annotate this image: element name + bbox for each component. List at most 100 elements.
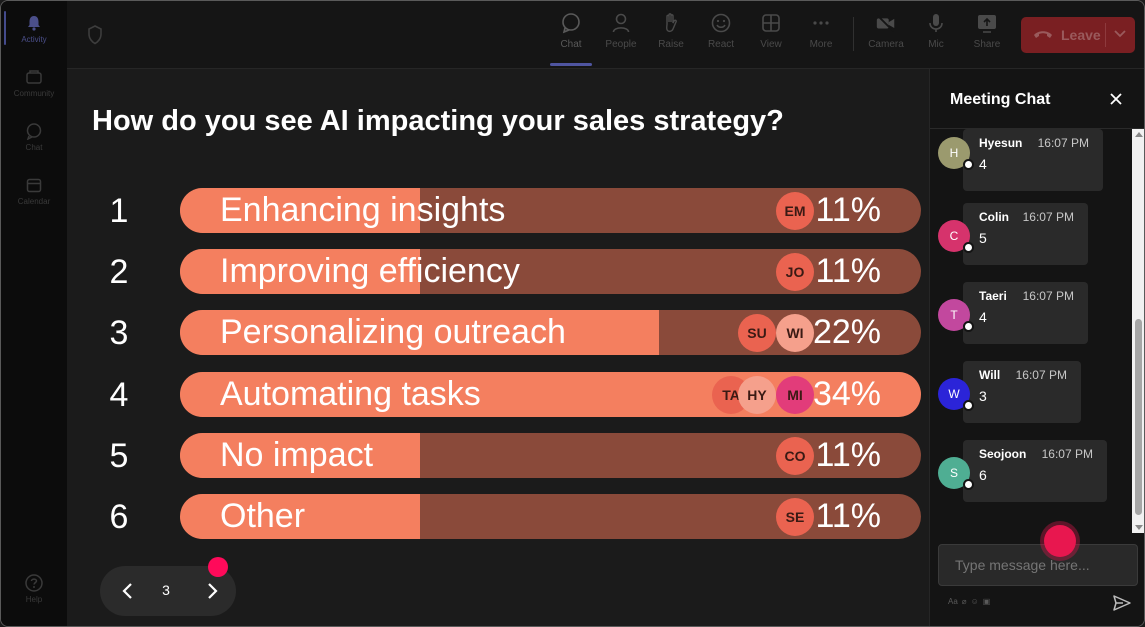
- presence-status-icon: [963, 321, 974, 332]
- pointer-indicator: [208, 557, 228, 577]
- toolbar-mic-button[interactable]: Mic: [914, 11, 958, 50]
- bell-icon: [24, 13, 44, 33]
- poll-question: How do you see AI impacting your sales s…: [92, 105, 784, 137]
- rail-item-activity[interactable]: Activity: [1, 13, 67, 44]
- poll-option-row: 5 No impact CO 11%: [67, 433, 929, 479]
- option-bar[interactable]: Other SE 11%: [180, 494, 921, 539]
- chat-format-tools: Aa ⌀ ☺ ▣: [948, 597, 990, 606]
- close-icon[interactable]: [1108, 91, 1124, 112]
- smile-icon: [710, 11, 732, 35]
- voter-avatar: EM: [776, 192, 814, 230]
- option-number: 4: [109, 376, 129, 414]
- toolbar-people-button[interactable]: People: [599, 11, 643, 50]
- chat-title: Meeting Chat: [950, 91, 1051, 108]
- rail-item-calendar[interactable]: Calendar: [1, 175, 67, 206]
- poll-option-row: 3 Personalizing outreach WI SU 22%: [67, 310, 929, 356]
- option-bar[interactable]: Improving efficiency JO 11%: [180, 249, 921, 294]
- voter-avatar: CO: [776, 437, 814, 475]
- poll-stage: How do you see AI impacting your sales s…: [67, 69, 929, 626]
- option-number: 3: [109, 314, 129, 352]
- voter-avatar: MI: [776, 376, 814, 414]
- rail-item-community[interactable]: Community: [1, 67, 67, 98]
- message-time: 16:07 PM: [1015, 368, 1067, 382]
- leave-label: Leave: [1061, 27, 1101, 43]
- option-percentage: 22%: [812, 313, 881, 351]
- chat-message: Taeri 16:07 PM 4 T: [930, 282, 1130, 344]
- chat-message-input[interactable]: [938, 544, 1138, 586]
- phone-hangup-icon: [1033, 27, 1053, 43]
- scroll-up-icon[interactable]: [1135, 132, 1143, 137]
- message-text: 3: [979, 388, 987, 404]
- shield-icon: [87, 25, 103, 50]
- message-bubble: Taeri 16:07 PM 4: [963, 282, 1088, 344]
- option-bar[interactable]: No impact CO 11%: [180, 433, 921, 478]
- toolbar-label: People: [605, 39, 637, 50]
- rail-item-help[interactable]: Help: [1, 573, 67, 604]
- message-time: 16:07 PM: [1041, 447, 1093, 461]
- toolbar-more-button[interactable]: More: [799, 11, 843, 50]
- chat-message-list: Hyesun 16:07 PM 4 H Colin 16:07 PM 5 C Taeri 16:0…: [930, 129, 1130, 533]
- toolbar-chat-button[interactable]: Chat: [549, 11, 593, 50]
- attach-icon[interactable]: ⌀: [961, 597, 967, 606]
- scrollbar-thumb[interactable]: [1135, 319, 1142, 515]
- grid-icon: [760, 11, 782, 35]
- chevron-down-icon[interactable]: [1113, 26, 1127, 43]
- voter-avatar: SU: [738, 314, 776, 352]
- toolbar-react-button[interactable]: React: [699, 11, 743, 50]
- app-rail: Activity Community Chat Calendar Help: [1, 1, 67, 626]
- poll-option-row: 6 Other SE 11%: [67, 494, 929, 540]
- toolbar-camera-button[interactable]: Camera: [864, 11, 908, 50]
- leave-button[interactable]: Leave: [1021, 17, 1135, 53]
- option-bar-fill: [180, 249, 420, 294]
- community-icon: [24, 67, 44, 87]
- toolbar-label: Raise: [658, 39, 684, 50]
- avatar[interactable]: W: [938, 378, 970, 410]
- pointer-indicator: [1044, 525, 1076, 557]
- send-icon[interactable]: [1112, 593, 1132, 618]
- option-bar[interactable]: Automating tasks MI HY TA 34%: [180, 372, 921, 417]
- voter-avatar: SE: [776, 498, 814, 536]
- leave-divider: [1105, 23, 1106, 47]
- option-bar[interactable]: Enhancing insights EM 11%: [180, 188, 921, 233]
- toolbar-share-button[interactable]: Share: [965, 11, 1009, 50]
- voter-avatars: JO: [776, 253, 814, 291]
- message-text: 4: [979, 156, 987, 172]
- message-time: 16:07 PM: [1037, 136, 1089, 150]
- active-tab-indicator: [550, 63, 592, 66]
- scroll-down-icon[interactable]: [1135, 525, 1143, 530]
- option-label: Personalizing outreach: [220, 313, 566, 351]
- message-bubble: Seojoon 16:07 PM 6: [963, 440, 1107, 502]
- rail-item-label: Chat: [25, 143, 43, 152]
- more-icon: [810, 11, 832, 35]
- option-bar[interactable]: Personalizing outreach WI SU 22%: [180, 310, 921, 355]
- toolbar-raise-button[interactable]: Raise: [649, 11, 693, 50]
- format-icon[interactable]: Aa: [948, 597, 958, 606]
- message-author: Seojoon: [979, 447, 1027, 461]
- chevron-left-icon[interactable]: [116, 579, 140, 608]
- toolbar-label: View: [760, 39, 782, 50]
- option-label: No impact: [220, 436, 374, 474]
- option-percentage: 11%: [815, 191, 881, 229]
- message-author: Will: [979, 368, 1001, 382]
- chat-scrollbar[interactable]: [1132, 129, 1144, 533]
- emoji-icon[interactable]: ☺: [970, 597, 979, 606]
- chat-icon: [24, 121, 44, 141]
- voter-avatars: CO: [776, 437, 814, 475]
- poll-option-row: 4 Automating tasks MI HY TA 34%: [67, 372, 929, 418]
- gif-icon[interactable]: ▣: [982, 597, 991, 606]
- chevron-right-icon[interactable]: [200, 579, 224, 608]
- option-percentage: 11%: [815, 436, 881, 474]
- toolbar-label: React: [707, 39, 735, 50]
- rail-active-indicator: [4, 11, 6, 45]
- share-icon: [976, 11, 998, 35]
- rail-item-chat[interactable]: Chat: [1, 121, 67, 152]
- toolbar-label: Mic: [928, 39, 944, 50]
- option-number: 1: [109, 192, 129, 230]
- camera-icon: [875, 11, 897, 35]
- toolbar-view-button[interactable]: View: [749, 11, 793, 50]
- chat-message: Will 16:07 PM 3 W: [930, 361, 1130, 423]
- chat-message: Seojoon 16:07 PM 6 S: [930, 440, 1130, 502]
- voter-avatar: HY: [738, 376, 776, 414]
- message-text: 6: [979, 467, 987, 483]
- option-number: 6: [109, 498, 129, 536]
